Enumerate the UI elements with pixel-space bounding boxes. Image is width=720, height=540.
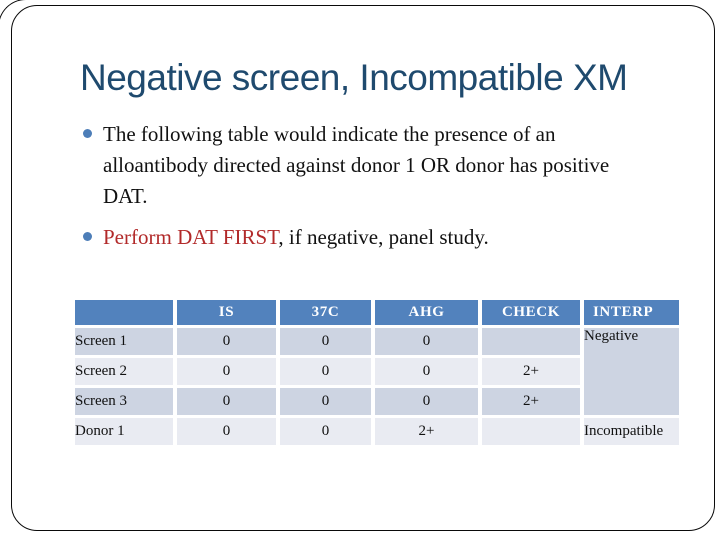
table-row-screen1: Screen 1 0 0 0 Negative bbox=[75, 328, 679, 415]
slide-border-frame bbox=[11, 5, 715, 531]
header-cell-interp: INTERP bbox=[584, 300, 679, 325]
bullet-text-line: alloantibody directed against donor 1 OR… bbox=[103, 153, 610, 177]
cell-interp: Incompatible bbox=[584, 418, 679, 445]
row-label: Screen 3 bbox=[75, 388, 173, 415]
table-row-donor1: Donor 1 0 0 2+ Incompatible bbox=[75, 418, 679, 445]
cell-check bbox=[482, 418, 580, 445]
cell-is: 0 bbox=[177, 328, 276, 355]
cell-ahg: 2+ bbox=[375, 418, 478, 445]
header-cell-ahg: AHG bbox=[375, 300, 478, 325]
header-cell-check: CHECK bbox=[482, 300, 580, 325]
table-header-row: IS 37C AHG CHECK INTERP bbox=[75, 300, 679, 325]
cell-ahg: 0 bbox=[375, 328, 478, 355]
header-cell-is: IS bbox=[177, 300, 276, 325]
slide-title: Negative screen, Incompatible XM bbox=[80, 57, 628, 98]
header-cell-37c: 37C bbox=[280, 300, 371, 325]
reaction-results-table: IS 37C AHG CHECK INTERP Screen 1 0 0 0 N… bbox=[71, 297, 683, 448]
cell-is: 0 bbox=[177, 388, 276, 415]
cell-ahg: 0 bbox=[375, 358, 478, 385]
header-cell-blank bbox=[75, 300, 173, 325]
bullet-text-rest: , if negative, panel study. bbox=[278, 225, 489, 249]
cell-ahg: 0 bbox=[375, 388, 478, 415]
bullet-item-2: Perform DAT FIRST, if negative, panel st… bbox=[82, 222, 682, 253]
cell-check bbox=[482, 328, 580, 355]
cell-is: 0 bbox=[177, 418, 276, 445]
row-label: Donor 1 bbox=[75, 418, 173, 445]
row-label: Screen 2 bbox=[75, 358, 173, 385]
cell-37c: 0 bbox=[280, 418, 371, 445]
cell-37c: 0 bbox=[280, 358, 371, 385]
cell-check: 2+ bbox=[482, 388, 580, 415]
bullet-item-1: The following table would indicate the p… bbox=[82, 119, 682, 212]
table-row-screen2: Screen 2 0 0 0 2+ bbox=[75, 358, 679, 385]
bullet-text-line: DAT. bbox=[103, 184, 148, 208]
table-row-screen3: Screen 3 0 0 0 2+ bbox=[75, 388, 679, 415]
cell-is: 0 bbox=[177, 358, 276, 385]
bullet-icon bbox=[83, 232, 92, 241]
bullet-text-line: Perform DAT FIRST, if negative, panel st… bbox=[103, 222, 682, 253]
bullet-text-line: The following table would indicate the p… bbox=[103, 122, 556, 146]
cell-37c: 0 bbox=[280, 328, 371, 355]
emphasized-phrase: Perform DAT FIRST bbox=[103, 225, 279, 249]
bullet-list: The following table would indicate the p… bbox=[82, 119, 682, 253]
cell-37c: 0 bbox=[280, 388, 371, 415]
row-label: Screen 1 bbox=[75, 328, 173, 355]
cell-check: 2+ bbox=[482, 358, 580, 385]
bullet-icon bbox=[83, 129, 92, 138]
cell-interp-merged: Negative bbox=[584, 328, 679, 415]
